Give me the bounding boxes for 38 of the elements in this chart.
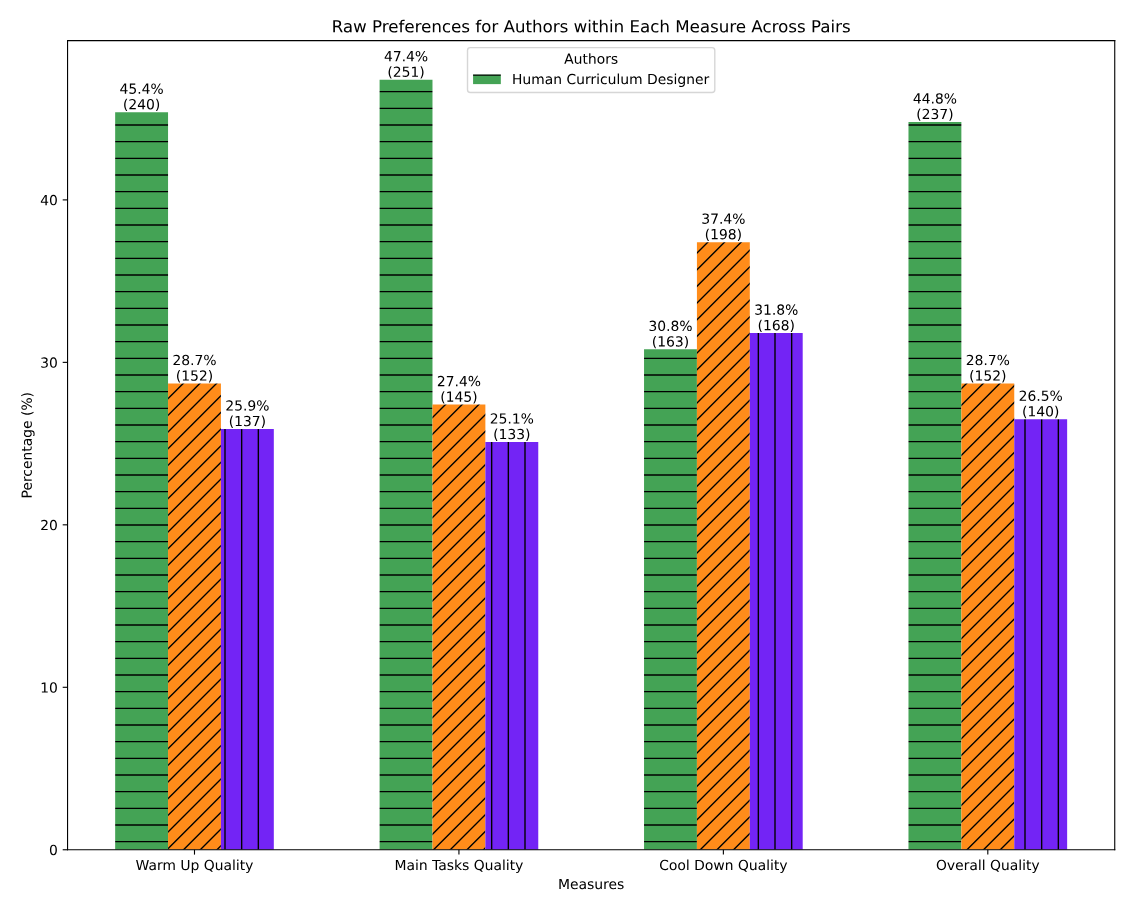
y-tick-label: 20 bbox=[41, 519, 57, 531]
y-tick-label: 40 bbox=[40, 194, 57, 206]
bar bbox=[485, 441, 539, 850]
data-label: 28.7% (152) bbox=[173, 354, 216, 383]
y-axis-title: Percentage (%) bbox=[21, 393, 35, 498]
bar bbox=[1014, 419, 1068, 850]
bar bbox=[696, 242, 750, 850]
y-tick-label: 30 bbox=[41, 357, 57, 368]
x-tick-label: Overall Quality bbox=[936, 859, 1040, 873]
bar bbox=[749, 333, 803, 850]
chart-title: Raw Preferences for Authors within Each Measure Across Pairs bbox=[333, 19, 850, 33]
bar bbox=[379, 79, 433, 850]
data-label: 37.4% (198) bbox=[702, 213, 745, 242]
data-label: 47.4% (251) bbox=[384, 50, 428, 79]
x-tick-label: Warm Up Quality bbox=[136, 859, 253, 873]
bar bbox=[908, 121, 962, 850]
y-tick-label: 10 bbox=[41, 682, 57, 693]
legend-label: Human Curriculum Designer bbox=[513, 73, 710, 88]
data-label: 45.4% (240) bbox=[120, 83, 163, 112]
y-tick-label: 0 bbox=[49, 844, 57, 856]
bar bbox=[220, 428, 274, 850]
data-label: 31.8% (168) bbox=[755, 304, 798, 333]
bar bbox=[644, 349, 697, 850]
data-label: 25.9% (137) bbox=[226, 400, 269, 428]
bar bbox=[168, 383, 221, 850]
data-label: 26.5% (140) bbox=[1019, 390, 1062, 419]
bar bbox=[961, 383, 1015, 850]
data-label: 27.4% (145) bbox=[437, 375, 481, 404]
data-label: 25.1% (133) bbox=[490, 413, 534, 441]
data-label: 44.8% (237) bbox=[913, 93, 957, 121]
x-tick-label: Cool Down Quality bbox=[659, 859, 788, 873]
data-label: 30.8% (163) bbox=[649, 320, 692, 349]
x-axis-title: Measures bbox=[559, 878, 624, 890]
legend-title: Authors bbox=[564, 53, 618, 64]
x-tick-label: Main Tasks Quality bbox=[395, 859, 523, 873]
bar bbox=[115, 112, 169, 850]
data-label: 28.7% (152) bbox=[966, 354, 1010, 383]
bar bbox=[432, 404, 486, 850]
